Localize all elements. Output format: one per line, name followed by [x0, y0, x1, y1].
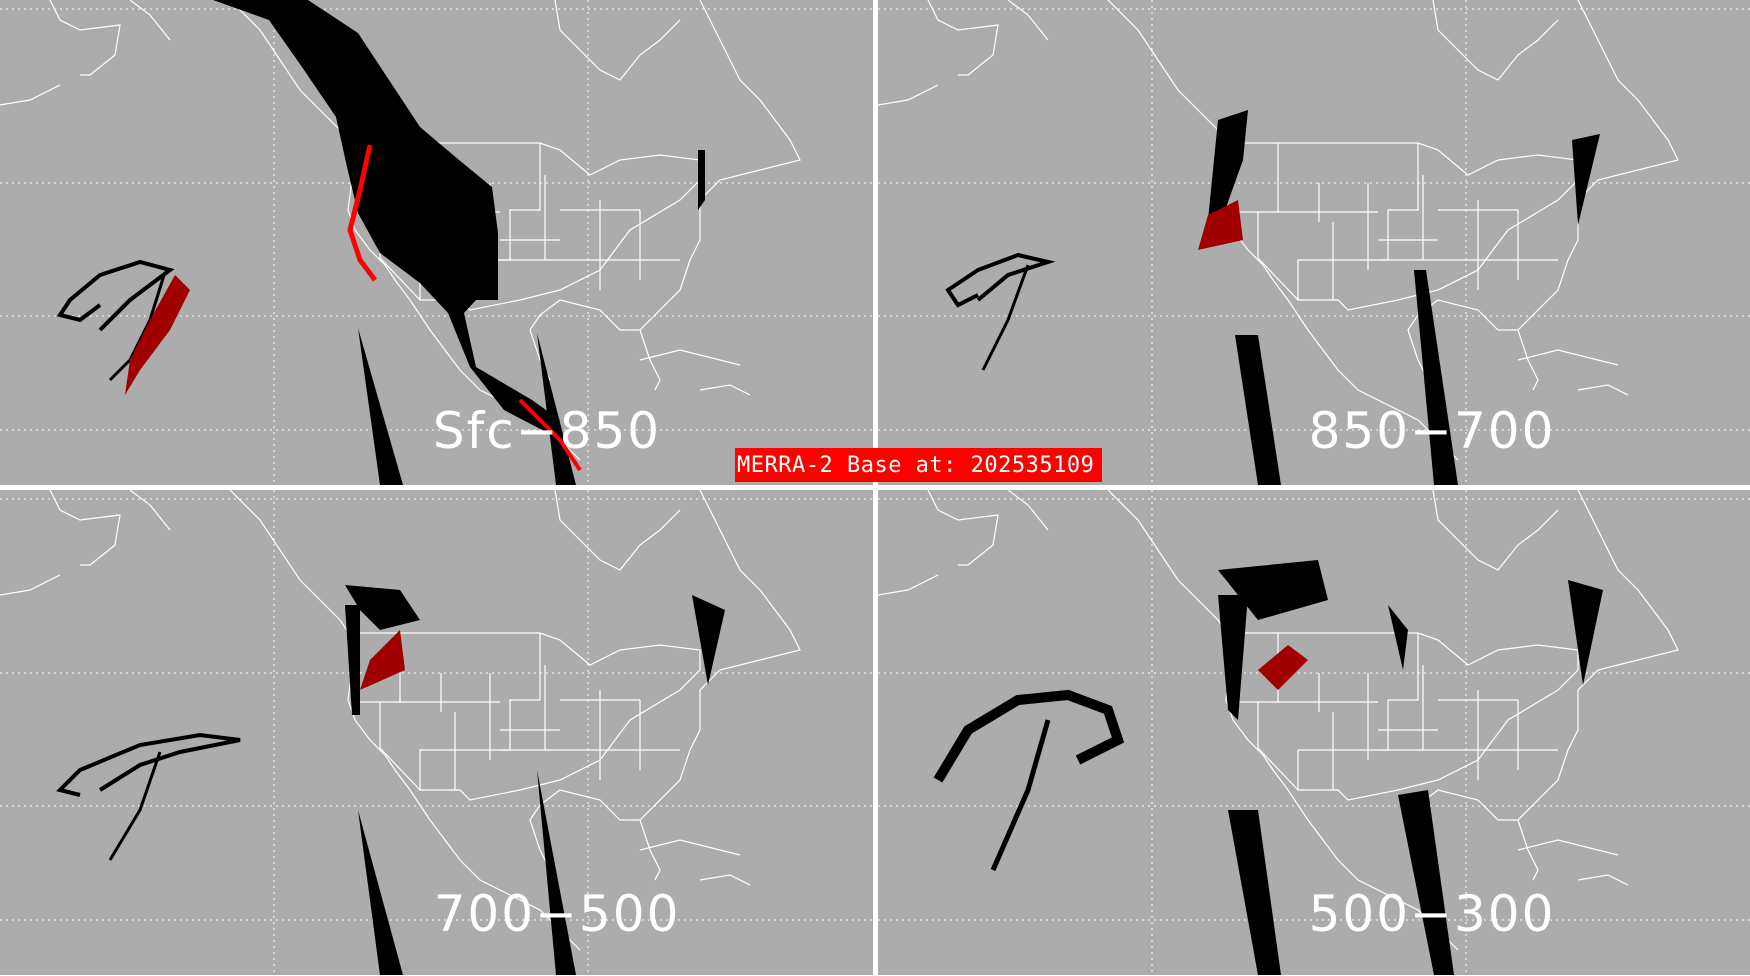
swath-band: [1568, 580, 1603, 685]
panel-label: 700−500: [433, 885, 681, 943]
swath-band: [1228, 810, 1281, 975]
map-700-500: [0, 490, 873, 975]
red-patch: [1258, 645, 1308, 690]
red-streak: [125, 275, 190, 395]
panel-700-500: 700−500: [0, 490, 873, 975]
swirl-tail: [108, 751, 162, 861]
mask-region: [345, 585, 420, 630]
swath-band: [698, 150, 705, 210]
map-850-700: [878, 0, 1750, 485]
red-coast: [518, 398, 582, 472]
swath-band: [345, 605, 360, 715]
swath-band: [1218, 595, 1248, 720]
panel-label: 850−700: [1308, 402, 1556, 460]
swirl-feature: [56, 259, 175, 332]
swath-band: [358, 810, 403, 975]
panel-sfc-850: Sfc−850: [0, 0, 873, 485]
base-date-banner: MERRA-2 Base at: 202535109: [735, 448, 1102, 482]
panel-label: 500−300: [1308, 885, 1556, 943]
swath-band: [537, 770, 576, 975]
swirl-feature: [56, 732, 241, 797]
swath-band: [1572, 134, 1600, 225]
mask-region: [1208, 110, 1248, 230]
swath-band: [692, 595, 725, 685]
mask-region: [1218, 560, 1328, 620]
swirl-feature: [945, 252, 1056, 308]
swath-band: [358, 328, 403, 485]
swirl-tail: [990, 719, 1051, 872]
red-coast: [347, 144, 377, 282]
swath-band: [1398, 790, 1454, 975]
panel-850-700: 850−700: [878, 0, 1750, 485]
red-patch: [360, 630, 405, 690]
panel-label: Sfc−850: [432, 402, 662, 460]
swath-band: [1235, 335, 1281, 485]
mask-region: [213, 0, 560, 433]
panel-500-300: 500−300: [878, 490, 1750, 975]
swirl-feature: [933, 689, 1125, 783]
swath-band: [1414, 270, 1458, 485]
map-500-300: [878, 490, 1750, 975]
map-sfc-850: [0, 0, 873, 485]
swirl-tail: [981, 264, 1030, 371]
red-patch: [1198, 200, 1243, 250]
swath-band: [1388, 605, 1408, 670]
